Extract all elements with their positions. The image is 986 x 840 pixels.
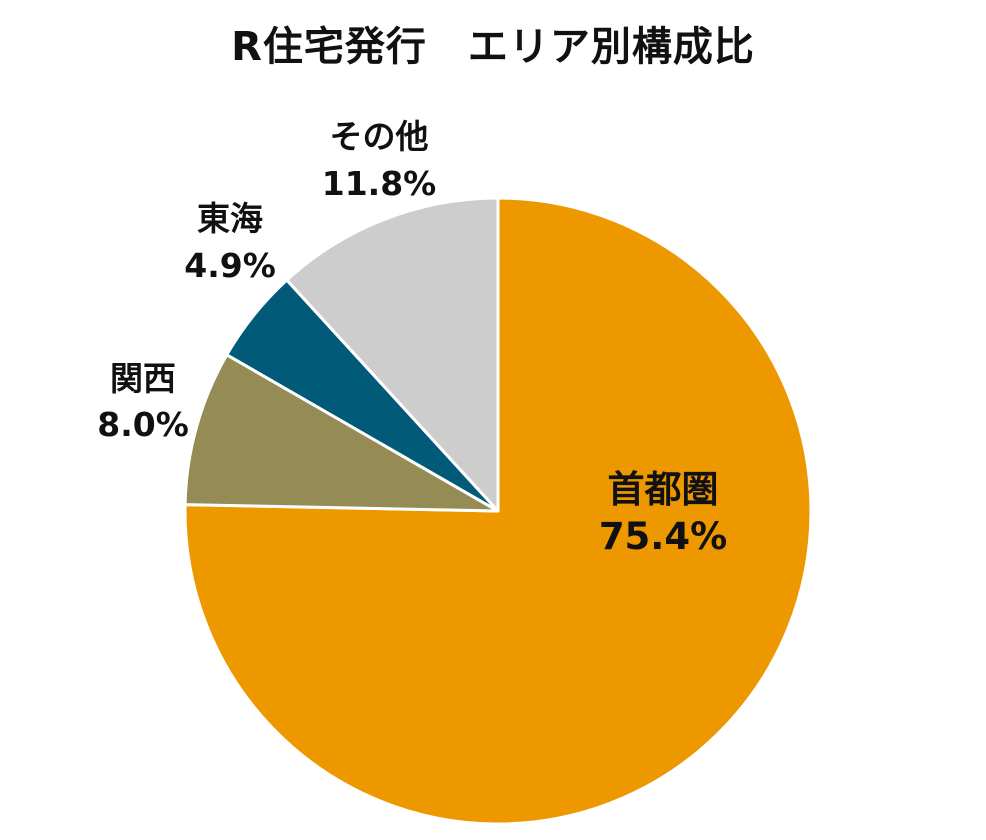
slice-name-label: 首都圏: [608, 468, 719, 511]
chart-title: R住宅発行 エリア別構成比: [231, 24, 755, 70]
pie-slice: [183, 353, 500, 513]
pie-slices: [183, 196, 813, 826]
slice-name-label: その他: [330, 117, 429, 156]
slice-value-label: 4.9%: [184, 246, 276, 285]
slice-name-label: 東海: [197, 199, 263, 238]
slice-name-label: 関西: [110, 359, 176, 398]
slice-value-label: 75.4%: [599, 515, 727, 558]
slice-value-label: 11.8%: [322, 164, 437, 203]
pie-slice: [285, 196, 500, 513]
pie-slice: [183, 196, 813, 826]
slice-value-label: 8.0%: [97, 405, 189, 444]
